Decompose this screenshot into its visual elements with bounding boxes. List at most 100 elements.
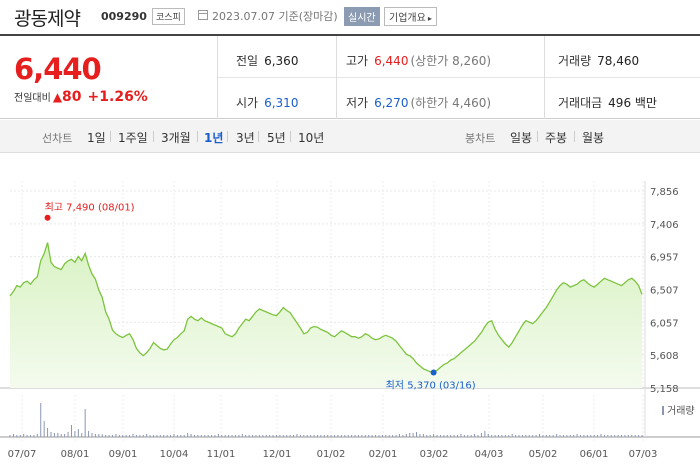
volume-bar — [641, 435, 643, 437]
price-chart-area: 7,856 7,406 6,957 6,507 6,057 5,608 5,158 최고 7… — [0, 153, 700, 469]
change-percent: +1.26% — [87, 89, 148, 105]
volume-bar — [57, 433, 59, 437]
volume-bar — [248, 435, 250, 437]
x-tick-label: 10/04 — [160, 449, 189, 460]
volume-bar — [463, 435, 465, 437]
volume-bar — [98, 434, 100, 437]
volume-bar — [610, 435, 612, 437]
x-axis-labels: 07/07 08/01 09/01 10/04 11/01 12/01 01/02 02/01… — [8, 449, 658, 460]
volume-bar — [272, 435, 274, 437]
col-divider — [336, 36, 337, 119]
volume-bar — [224, 435, 226, 437]
current-price: 6,440 — [14, 52, 102, 86]
volume-bar — [398, 434, 400, 437]
tab-3month[interactable]: 3개월 — [161, 131, 191, 145]
volume-bar — [501, 435, 503, 437]
y-tick-label: 6,957 — [650, 253, 679, 264]
volume-bar — [29, 435, 31, 437]
volume-bar — [586, 435, 588, 437]
volume-bar — [525, 435, 527, 437]
volume-bar — [64, 434, 66, 437]
tab-daily[interactable]: 일봉 — [510, 131, 533, 145]
volume-bar — [334, 435, 336, 437]
volume-bar — [118, 435, 120, 437]
realtime-button[interactable]: 실시간 — [344, 7, 380, 26]
volume-bar — [638, 435, 640, 437]
volume-bar — [173, 434, 175, 437]
tab-5year[interactable]: 5년 — [267, 131, 286, 145]
open-label: 시가 — [236, 96, 259, 110]
volume-bar — [323, 435, 325, 437]
volume-bar — [282, 435, 284, 437]
price-chart[interactable]: 7,856 7,406 6,957 6,507 6,057 5,608 5,158 최고 7… — [0, 153, 700, 469]
tab-1day[interactable]: 1일 — [87, 131, 106, 145]
volume-bar — [60, 434, 62, 437]
volume-bar — [289, 435, 291, 437]
calendar-icon — [198, 10, 208, 20]
volume-bar — [310, 435, 312, 437]
x-tick-label: 03/02 — [420, 449, 449, 460]
volume-bar — [460, 434, 462, 437]
volume-bar — [590, 435, 592, 437]
volume-bar — [603, 435, 605, 437]
volume-bar — [88, 431, 90, 437]
volume-bar — [296, 434, 298, 437]
volume-bar — [340, 435, 342, 437]
tab-1year[interactable]: 1년 — [204, 131, 224, 145]
stock-code: 009290 — [101, 10, 147, 23]
stock-name: 광동제약 — [14, 8, 81, 30]
volume-bar — [176, 435, 178, 437]
price-area-fill — [10, 242, 642, 388]
volume-bar — [84, 409, 86, 437]
volume-bar — [597, 435, 599, 437]
tab-monthly[interactable]: 월봉 — [582, 131, 605, 145]
volume-bar — [593, 435, 595, 437]
tab-10year[interactable]: 10년 — [298, 131, 325, 145]
volume-bar — [149, 435, 151, 437]
volume-bar — [33, 435, 35, 437]
tab-divider — [153, 131, 154, 142]
volume-bar — [258, 435, 260, 437]
x-tick-label: 07/03 — [629, 449, 658, 460]
volume-bar — [405, 434, 407, 437]
volume-bar — [477, 435, 479, 437]
volume-bar — [385, 435, 387, 437]
amount-cell: 거래대금 496 백만 — [558, 94, 657, 111]
company-overview-button[interactable]: 기업개요 — [384, 7, 437, 26]
volume-bar — [43, 421, 45, 437]
volume-bar — [132, 434, 134, 437]
volume-value: 78,460 — [597, 54, 640, 68]
change-amount: 80 — [62, 89, 82, 105]
tab-divider — [110, 131, 111, 142]
volume-bar — [607, 435, 609, 437]
tab-divider — [258, 131, 259, 142]
chart-annotations: 최고 7,490 (08/01) 최저 5,370 (03/16) — [44, 202, 476, 392]
low-value: 6,270 — [374, 96, 409, 110]
volume-bar — [624, 435, 626, 437]
volume-bar — [214, 435, 216, 437]
tab-3year[interactable]: 3년 — [236, 131, 255, 145]
tab-divider — [197, 131, 198, 142]
y-tick-label: 7,856 — [650, 187, 679, 198]
volume-bar — [122, 435, 124, 437]
tab-weekly[interactable]: 주봉 — [545, 131, 568, 145]
upper-limit: (상한가 8,260) — [410, 54, 492, 68]
min-annotation: 최저 5,370 (03/16) — [386, 380, 476, 392]
volume-bar — [361, 435, 363, 437]
volume-bar — [190, 434, 192, 437]
volume-bar — [101, 434, 103, 437]
volume-bar — [23, 434, 25, 437]
volume-bar — [105, 435, 107, 437]
volume-bar — [197, 435, 199, 437]
volume-bar — [70, 425, 72, 437]
volume-bar — [156, 435, 158, 437]
volume-bar — [351, 435, 353, 437]
low-cell: 저가 6,270 (하한가 4,460) — [346, 94, 491, 111]
volume-bar — [313, 435, 315, 437]
high-cell: 고가 6,440 (상한가 8,260) — [346, 52, 491, 69]
volume-bar — [426, 435, 428, 437]
volume-bar — [347, 435, 349, 437]
tab-1week[interactable]: 1주일 — [118, 131, 148, 145]
volume-bar — [484, 431, 486, 437]
volume-bar — [26, 435, 28, 437]
